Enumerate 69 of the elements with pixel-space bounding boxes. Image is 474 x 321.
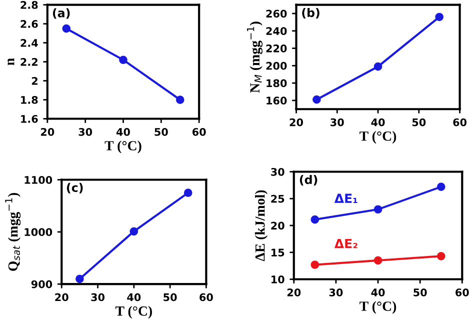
x-tick-label: 50: [164, 293, 177, 302]
y-tick-label: 220: [266, 44, 287, 52]
y-axis-title: N$_{M}$ (mgg$^{−1}$): [247, 22, 262, 93]
point: [184, 188, 192, 197]
x-tick-label: 60: [456, 288, 469, 296]
x-tick-label: 60: [192, 128, 206, 136]
y-tick-label: 10: [272, 275, 284, 284]
annotation: (b): [302, 8, 320, 18]
y-tick-label: 1.8: [21, 96, 38, 104]
point: [76, 274, 84, 284]
x-tick-label: 50: [412, 118, 426, 126]
x-tick-label: 40: [127, 293, 141, 302]
point: [62, 24, 71, 33]
y-tick-label: 200: [266, 62, 287, 70]
x-tick-label: 50: [414, 288, 427, 296]
point: [312, 95, 321, 104]
x-tick-label: 60: [200, 293, 213, 302]
x-tick-label: 60: [453, 118, 467, 126]
annotation: (c): [66, 182, 83, 194]
x-tick-label: 20: [287, 288, 301, 296]
x-tick-label: 30: [78, 128, 92, 136]
x-tick-label: 30: [329, 288, 343, 296]
annotation: (a): [52, 8, 70, 19]
y-tick-label: 1.6: [21, 115, 38, 123]
y-tick-label: 1000: [24, 228, 52, 236]
y-tick-label: 160: [266, 96, 287, 105]
x-tick-label: 20: [290, 118, 303, 126]
y-axis-title: Q$_{sat}$ (mgg$^{−1}$): [5, 193, 21, 271]
x-tick-label: 30: [330, 118, 344, 126]
x-axis-title: T (°C): [104, 140, 142, 154]
y-tick-label: 2.6: [20, 20, 38, 28]
x-axis-title: T (°C): [360, 131, 396, 144]
y-tick-label: 900: [31, 280, 52, 288]
y-tick-label: 25: [271, 194, 284, 203]
x-tick-label: 40: [116, 128, 130, 136]
y-tick-label: 15: [272, 248, 284, 256]
y-tick-label: 2.4: [20, 39, 38, 47]
x-axis-title: T (°C): [115, 306, 152, 319]
point: [374, 205, 382, 214]
point: [130, 227, 138, 236]
y-axis-title: n: [8, 58, 14, 66]
point: [374, 62, 382, 71]
y-tick-label: 2: [32, 77, 38, 85]
series-label: ΔE₂: [334, 238, 358, 248]
point: [436, 182, 446, 191]
y-axis-title: ΔE (kJ/mol): [254, 190, 268, 262]
annotation: (d): [300, 174, 318, 186]
x-tick-label: 40: [371, 288, 385, 296]
point: [176, 96, 184, 104]
point: [374, 256, 382, 265]
series-label: ΔE₁: [334, 194, 358, 203]
y-tick-label: 180: [266, 79, 287, 88]
y-tick-label: 2.2: [20, 58, 38, 66]
point: [435, 12, 444, 22]
y-tick-label: 240: [266, 27, 287, 35]
x-tick-label: 20: [55, 293, 68, 302]
y-tick-label: 1100: [24, 176, 52, 184]
point: [310, 260, 320, 269]
point: [119, 56, 128, 64]
y-tick-label: 260: [266, 10, 287, 18]
x-tick-label: 50: [154, 128, 168, 136]
x-tick-label: 40: [371, 118, 385, 126]
y-tick-label: 30: [271, 168, 284, 176]
point: [310, 215, 320, 224]
point: [436, 252, 446, 260]
y-tick-label: 2.8: [20, 1, 38, 9]
y-tick-label: 20: [271, 222, 284, 230]
x-axis-title: T (°C): [360, 301, 396, 314]
x-tick-label: 30: [91, 293, 105, 302]
